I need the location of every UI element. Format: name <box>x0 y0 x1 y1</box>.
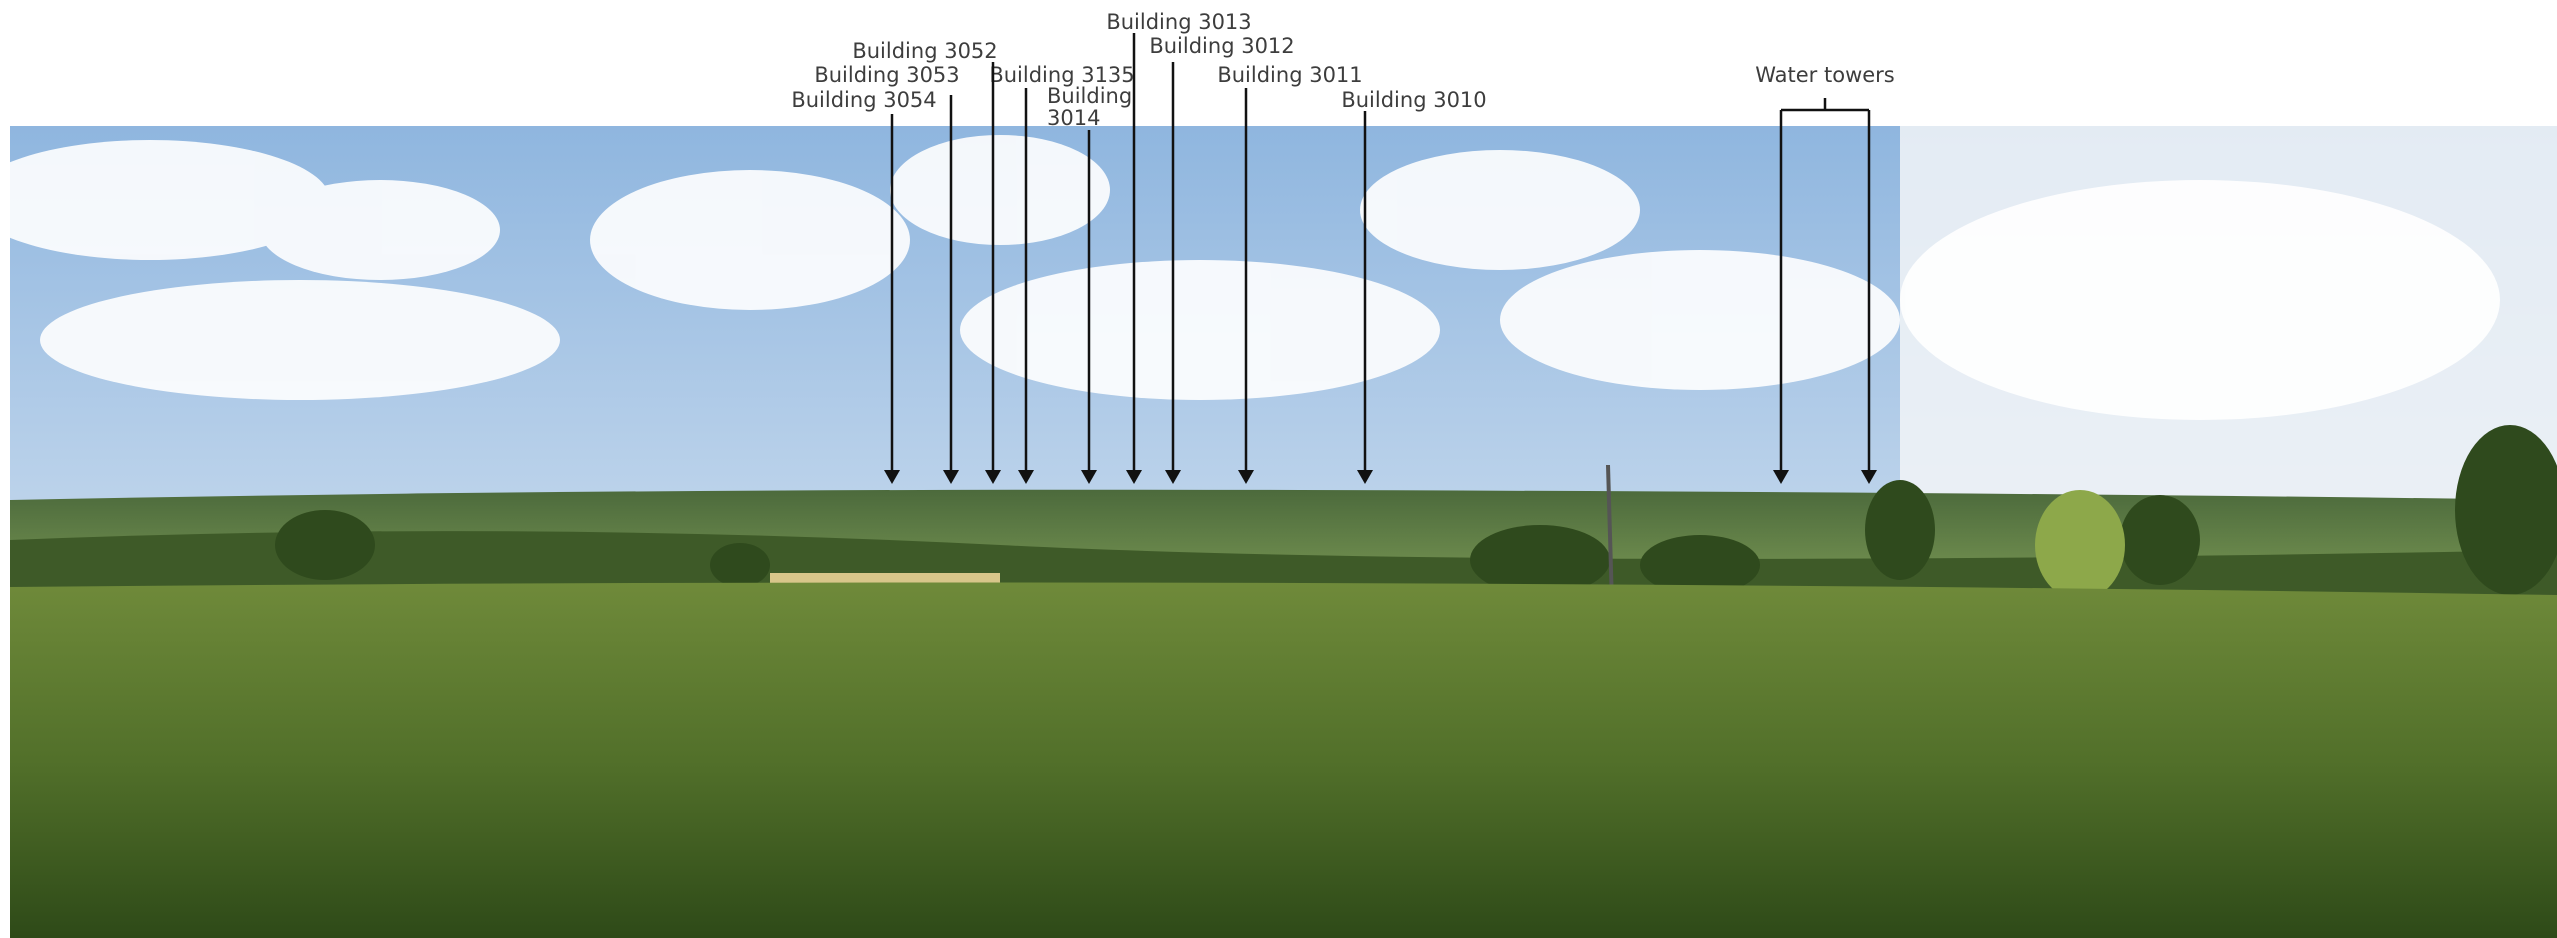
label: Building 3053 <box>814 63 959 87</box>
arrow-head <box>1018 470 1034 484</box>
arrows <box>884 33 1877 484</box>
arrow-line <box>1781 98 1869 112</box>
arrow-head <box>884 470 900 484</box>
label: Building 3010 <box>1341 88 1486 112</box>
arrow-head <box>1773 470 1789 484</box>
arrow-head <box>1861 470 1877 484</box>
arrow-head <box>1357 470 1373 484</box>
arrow-head <box>1081 470 1097 484</box>
arrow-head <box>1238 470 1254 484</box>
label: Building 3011 <box>1217 63 1362 87</box>
label: Water towers <box>1755 63 1895 87</box>
label: Building 3135 <box>989 63 1134 87</box>
label: Building 3013 <box>1106 10 1251 34</box>
label: Building <box>1047 84 1132 108</box>
label: Building 3012 <box>1149 34 1294 58</box>
arrow-head <box>985 470 1001 484</box>
label: Building 3054 <box>791 88 936 112</box>
photo <box>0 126 2557 938</box>
label: Building 3052 <box>852 39 997 63</box>
arrow-head <box>1165 470 1181 484</box>
label: 3014 <box>1047 106 1100 130</box>
annotations: Building 3013 Building 3052 Building 301… <box>791 10 1895 484</box>
arrow-head <box>943 470 959 484</box>
arrow-head <box>1126 470 1142 484</box>
